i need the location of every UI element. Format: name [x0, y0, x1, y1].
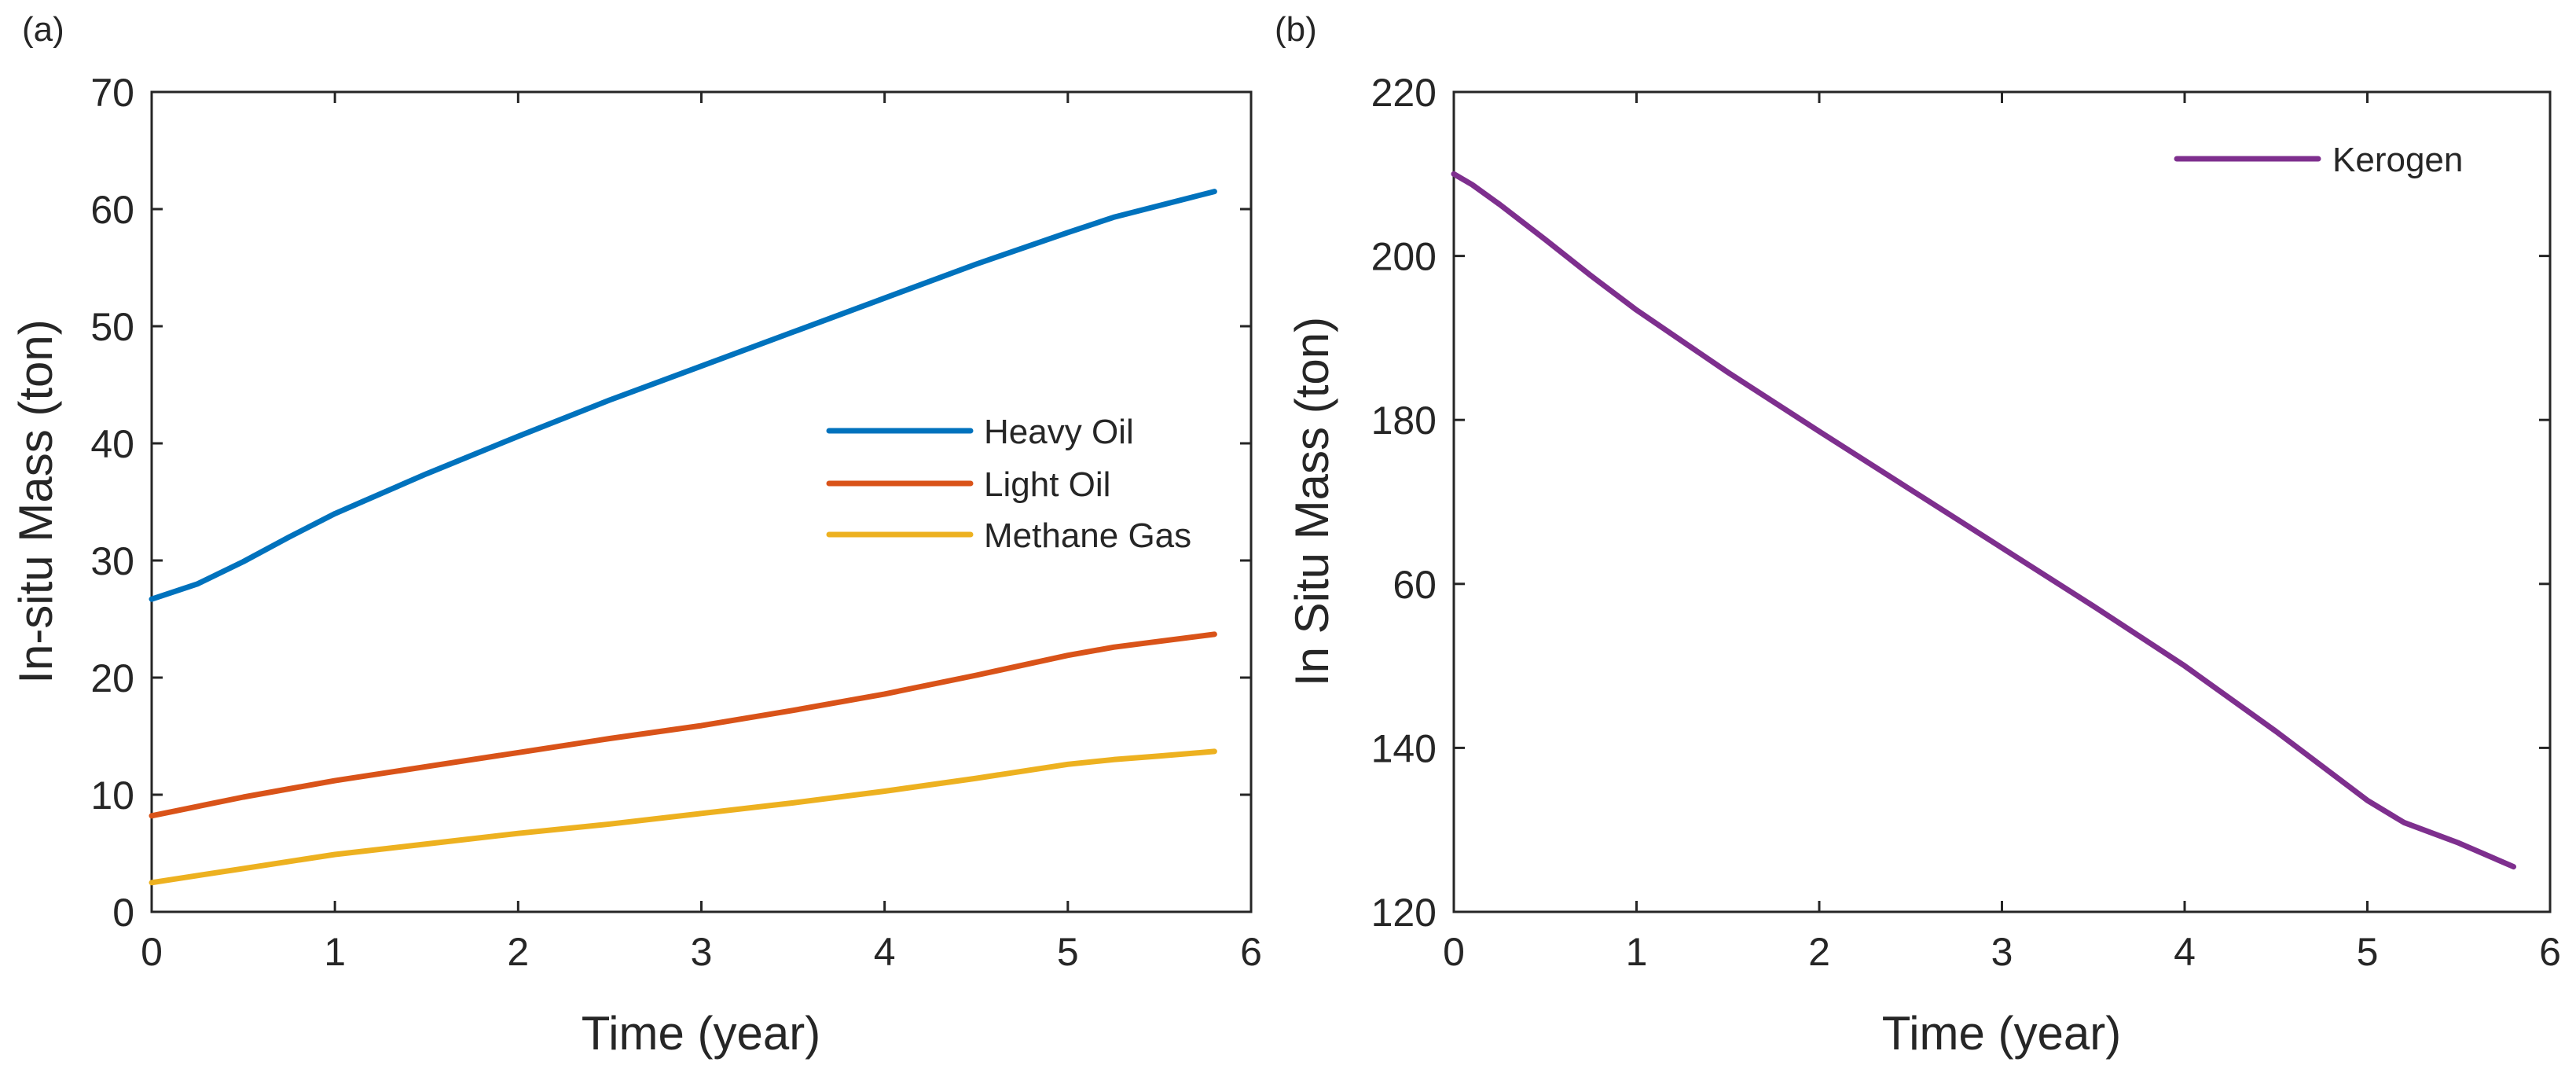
- series-line-light-oil: [149, 631, 1217, 819]
- panel-b-x-tick-label: 4: [2174, 930, 2196, 974]
- series-line-methane-gas: [149, 748, 1217, 886]
- panel-a-y-tick-label: 20: [90, 656, 134, 700]
- series-line-kerogen: [1451, 171, 2516, 870]
- panel-b-y-tick-label: 180: [1371, 399, 1437, 443]
- panel-a-x-tick-label: 6: [1240, 930, 1262, 974]
- panel-a-y-tick-label: 40: [90, 422, 134, 466]
- panel-b-xlabel: Time (year): [1882, 1007, 2121, 1060]
- panel-a-x-tick-label: 0: [141, 930, 163, 974]
- panel-a-y-tick-label: 60: [90, 188, 134, 232]
- panel-a-x-tick-label: 4: [874, 930, 896, 974]
- panel-b-y-tick-label: 200: [1371, 235, 1437, 279]
- panel-b-series: [1451, 171, 2516, 870]
- panel-a-x-ticks: 0 1 2 3 4 5 6: [141, 92, 1262, 974]
- panel-b: (b) 0 1 2 3 4 5 6 120 140 60 180 200 220 Time (year…: [1275, 10, 2561, 1060]
- legend-label-heavy-oil: Heavy Oil: [984, 413, 1134, 451]
- panel-a-y-tick-label: 70: [90, 71, 134, 115]
- panel-b-axes-box: [1452, 90, 2552, 913]
- panel-a-y-ticks: 0 10 20 30 40 50 60 70: [90, 71, 1251, 935]
- legend-label-light-oil: Light Oil: [984, 465, 1110, 504]
- panel-a-x-tick-label: 5: [1057, 930, 1079, 974]
- panel-b-y-tick-label: 120: [1371, 891, 1437, 935]
- panel-b-ylabel: In Situ Mass (ton): [1286, 317, 1338, 686]
- panel-b-x-tick-label: 2: [1808, 930, 1830, 974]
- panel-b-x-tick-label: 0: [1443, 930, 1465, 974]
- panel-a-y-tick-label: 30: [90, 539, 134, 583]
- panel-a-x-tick-label: 1: [324, 930, 346, 974]
- panel-b-legend: Kerogen: [2174, 141, 2463, 179]
- panel-b-x-tick-label: 6: [2539, 930, 2561, 974]
- panel-b-x-ticks: 0 1 2 3 4 5 6: [1443, 92, 2561, 974]
- panel-b-y-ticks: 120 140 60 180 200 220: [1371, 71, 2550, 935]
- series-line-heavy-oil: [149, 189, 1217, 602]
- panel-a-legend: Heavy Oil Light Oil Methane Gas: [826, 413, 1191, 555]
- panel-b-x-tick-label: 1: [1626, 930, 1648, 974]
- panel-b-y-tick-label: 60: [1393, 563, 1437, 607]
- legend-label-methane-gas: Methane Gas: [984, 516, 1191, 555]
- panel-b-y-tick-label: 220: [1371, 71, 1437, 115]
- panel-a-y-tick-label: 10: [90, 774, 134, 818]
- panel-b-y-tick-label: 140: [1371, 726, 1437, 770]
- panel-b-x-tick-label: 3: [1991, 930, 2013, 974]
- panel-b-x-tick-label: 5: [2357, 930, 2379, 974]
- panel-a-y-tick-label: 50: [90, 305, 134, 349]
- panel-a-xlabel: Time (year): [582, 1007, 820, 1060]
- panel-a-x-tick-label: 2: [507, 930, 529, 974]
- panel-b-label: (b): [1275, 10, 1317, 49]
- panel-a-series: [149, 189, 1217, 886]
- panel-a-x-tick-label: 3: [691, 930, 713, 974]
- panel-a-label: (a): [22, 10, 64, 49]
- panel-a-y-tick-label: 0: [112, 891, 134, 935]
- legend-label-kerogen: Kerogen: [2332, 141, 2463, 179]
- panel-a-ylabel: In-situ Mass (ton): [9, 319, 62, 683]
